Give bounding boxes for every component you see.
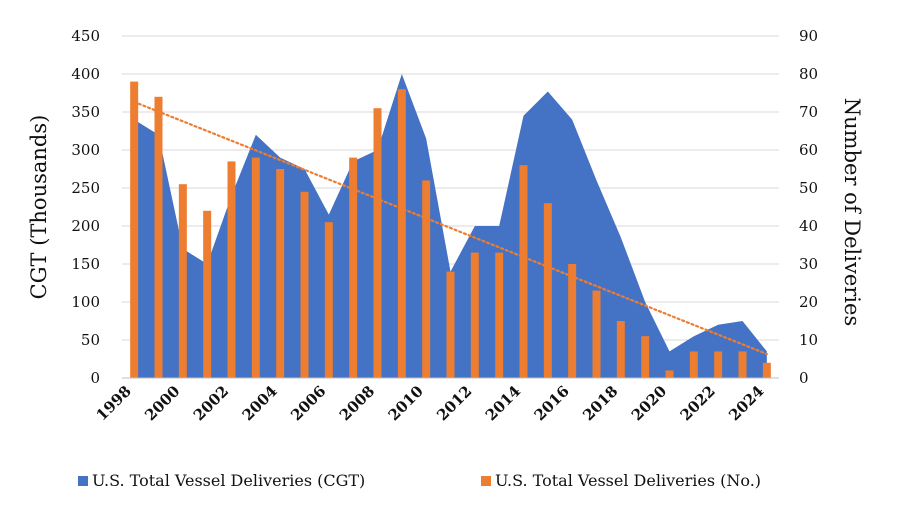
deliveries-bar-2024 <box>762 362 771 378</box>
deliveries-bar-2011 <box>446 271 455 378</box>
y-tick-label-0: 0 <box>90 369 100 387</box>
deliveries-bar-2005 <box>300 191 309 378</box>
x-tick-label-2006: 2006 <box>287 382 329 424</box>
y-tick-label-8: 400 <box>71 65 100 83</box>
y2-tick-label-0: 0 <box>799 369 809 387</box>
y-tick-label-7: 350 <box>71 103 100 121</box>
deliveries-bar-2019 <box>641 336 650 378</box>
y-tick-label-4: 200 <box>71 217 100 235</box>
x-tick-label-2004: 2004 <box>239 382 281 424</box>
deliveries-bar-2008 <box>373 108 382 378</box>
y-tick-label-9: 450 <box>71 27 100 45</box>
deliveries-bar-2013 <box>495 252 504 378</box>
legend: U.S. Total Vessel Deliveries (CGT) U.S. … <box>78 471 761 490</box>
y2-tick-label-7: 70 <box>799 103 818 121</box>
deliveries-bar-series <box>130 81 771 379</box>
deliveries-bar-1999 <box>154 96 163 379</box>
x-tick-label-2000: 2000 <box>141 382 183 424</box>
deliveries-bar-2000 <box>178 184 187 378</box>
y2-tick-label-1: 10 <box>799 331 818 349</box>
deliveries-trendline <box>133 100 768 356</box>
y-tick-label-6: 300 <box>71 141 100 159</box>
y-tick-label-5: 250 <box>71 179 100 197</box>
y2-tick-label-5: 50 <box>799 179 818 197</box>
deliveries-bar-2023 <box>738 351 747 378</box>
deliveries-bar-2022 <box>714 351 723 378</box>
x-tick-label-2012: 2012 <box>433 382 475 424</box>
x-tick-label-1998: 1998 <box>93 382 135 424</box>
deliveries-bar-2006 <box>324 222 333 378</box>
legend-swatch-deliveries <box>481 476 491 486</box>
y2-tick-label-8: 80 <box>799 65 818 83</box>
deliveries-bar-2020 <box>665 370 674 378</box>
deliveries-bar-2010 <box>422 180 431 378</box>
cgt-area <box>134 74 767 378</box>
trendline <box>133 100 768 356</box>
deliveries-bar-2002 <box>227 161 236 378</box>
x-tick-label-2014: 2014 <box>482 382 524 424</box>
x-tick-label-2008: 2008 <box>336 382 378 424</box>
deliveries-bar-2018 <box>616 321 625 378</box>
x-tick-label-2018: 2018 <box>579 382 621 424</box>
y-axis-title: CGT (Thousands) <box>27 115 51 300</box>
x-tick-label-2022: 2022 <box>677 382 719 424</box>
deliveries-bar-2001 <box>203 210 212 378</box>
y-tick-label-2: 100 <box>71 293 100 311</box>
y2-tick-label-3: 30 <box>799 255 818 273</box>
y2-tick-label-2: 20 <box>799 293 818 311</box>
legend-swatch-cgt <box>78 476 88 486</box>
deliveries-bar-2017 <box>592 290 601 378</box>
deliveries-bar-2014 <box>519 165 528 378</box>
deliveries-bar-2009 <box>397 89 406 378</box>
deliveries-bar-2016 <box>568 264 577 378</box>
y2-axis-title: Number of Deliveries <box>840 98 864 326</box>
x-tick-label-2010: 2010 <box>385 382 427 424</box>
deliveries-bar-2007 <box>349 157 358 378</box>
deliveries-bar-2015 <box>543 203 552 378</box>
deliveries-bar-2021 <box>689 351 698 378</box>
x-tick-label-2002: 2002 <box>190 382 232 424</box>
deliveries-bar-2004 <box>276 169 285 378</box>
y2-tick-label-9: 90 <box>799 27 818 45</box>
deliveries-bar-1998 <box>130 81 139 378</box>
legend-label-cgt: U.S. Total Vessel Deliveries (CGT) <box>92 471 365 490</box>
y2-tick-label-4: 40 <box>799 217 818 235</box>
y-tick-label-1: 50 <box>81 331 100 349</box>
x-tick-label-2016: 2016 <box>531 382 573 424</box>
legend-label-deliveries: U.S. Total Vessel Deliveries (No.) <box>495 471 761 490</box>
x-tick-label-2020: 2020 <box>628 382 670 424</box>
y2-tick-label-6: 60 <box>799 141 818 159</box>
deliveries-bar-2003 <box>251 157 260 378</box>
y-tick-label-3: 150 <box>71 255 100 273</box>
deliveries-bar-2012 <box>470 252 479 378</box>
x-tick-label-2024: 2024 <box>725 382 767 424</box>
